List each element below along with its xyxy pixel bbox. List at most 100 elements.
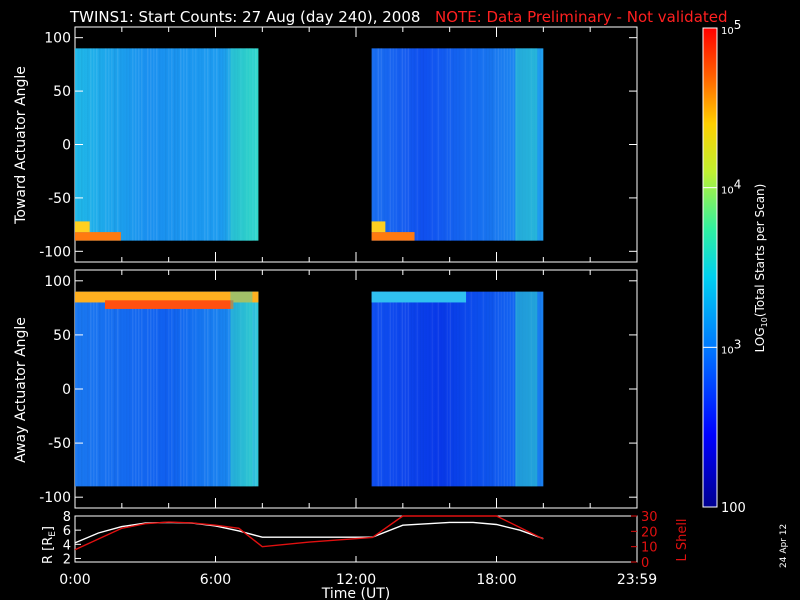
heatmap-stripe <box>108 48 110 241</box>
heatmap-stripe <box>102 48 104 240</box>
heatmap-stripe <box>168 48 170 241</box>
heatmap-stripe <box>90 291 92 487</box>
heatmap-stripe <box>168 291 170 487</box>
heatmap-stripe <box>431 48 434 241</box>
y-tick-label: 0 <box>62 138 71 154</box>
heatmap-stripe <box>429 292 431 487</box>
y-tick-label: -50 <box>48 191 71 207</box>
heatmap-stripe <box>135 48 137 241</box>
heatmap-stripe <box>114 291 116 487</box>
heatmap-stripe <box>252 291 254 487</box>
heatmap-stripe <box>102 292 104 487</box>
lshell-tick-label: 30 <box>641 510 658 525</box>
heatmap-stripe <box>422 48 425 241</box>
heatmap-stripe <box>399 292 401 487</box>
heatmap-stripe <box>129 48 131 240</box>
heatmap-stripe <box>446 291 449 487</box>
heatmap-stripe <box>515 48 518 241</box>
heatmap-stripe <box>162 48 164 240</box>
heatmap-stripe <box>144 48 146 240</box>
heatmap-stripe <box>407 291 410 487</box>
heatmap-hot-band <box>75 291 259 303</box>
heatmap-stripe <box>399 48 401 240</box>
heatmap-stripe <box>437 48 440 241</box>
preliminary-note: NOTE: Data Preliminary - Not validated <box>435 8 728 26</box>
time-tick-label: 6:00 <box>200 572 231 588</box>
heatmap-stripe <box>392 48 395 241</box>
heatmap-stripe <box>506 291 509 487</box>
heatmap-stripe <box>470 48 473 241</box>
heatmap-stripe <box>543 292 545 487</box>
heatmap-stripe <box>225 291 227 487</box>
heatmap-stripe <box>240 48 242 241</box>
heatmap-stripe <box>509 291 512 487</box>
toward-ylabel: Toward Actuator Angle <box>13 66 29 225</box>
r-series-line <box>74 521 544 544</box>
heatmap-stripe <box>488 291 491 487</box>
heatmap-stripe <box>387 292 389 487</box>
heatmap-stripe <box>372 292 374 487</box>
heatmap-stripe <box>165 48 167 241</box>
heatmap-stripe <box>84 48 86 240</box>
heatmap-stripe <box>138 48 140 241</box>
heatmap-stripe <box>219 292 221 487</box>
heatmap-stripe <box>468 48 470 240</box>
heatmap-stripe <box>372 48 374 240</box>
heatmap-stripe <box>414 48 416 240</box>
y-tick-label: 100 <box>44 31 71 47</box>
heatmap-stripe <box>177 292 179 487</box>
heatmap-hot-band <box>75 232 121 241</box>
date-stamp: 24 Apr 12 <box>779 524 789 568</box>
heatmap-block <box>371 291 544 487</box>
heatmap-stripe <box>150 48 152 241</box>
heatmap-stripe <box>180 291 182 487</box>
heatmap-stripe <box>96 48 98 241</box>
heatmap-away: 100 50 0 -50 -100 Away Actuator Angle <box>13 269 638 509</box>
r-axis-label: R [RE] <box>41 526 58 564</box>
heatmap-stripe <box>204 48 206 241</box>
r-tick-label: 4 <box>63 538 71 553</box>
heatmap-stripe <box>258 48 260 240</box>
heatmap-stripe <box>435 292 437 487</box>
heatmap-stripe <box>503 291 506 487</box>
heatmap-stripe <box>477 48 479 240</box>
heatmap-stripe <box>183 291 185 487</box>
r-tick-label: 6 <box>63 524 71 539</box>
heatmap-stripe <box>249 291 251 487</box>
heatmap-stripe <box>132 291 134 487</box>
heatmap-stripe <box>441 292 443 487</box>
heatmap-stripe <box>159 48 161 240</box>
heatmap-stripe <box>246 48 248 241</box>
heatmap-stripe <box>416 48 419 241</box>
heatmap-stripe <box>377 48 380 241</box>
heatmap-stripe <box>530 291 533 487</box>
heatmap-stripe <box>108 291 110 487</box>
heatmap-stripe <box>384 292 386 487</box>
heatmap-stripe <box>114 48 116 241</box>
heatmap-stripe <box>449 48 452 241</box>
heatmap-hot-band <box>105 300 234 309</box>
time-tick-label: 0:00 <box>59 572 90 588</box>
heatmap-stripe <box>93 291 95 487</box>
heatmap-stripe <box>165 291 167 487</box>
heatmap-stripe <box>195 48 197 241</box>
heatmap-stripe <box>93 48 95 241</box>
heatmap-stripe <box>414 292 416 487</box>
heatmap-stripe <box>120 48 122 240</box>
lshell-tick-label: 20 <box>641 525 658 540</box>
heatmap-stripe <box>464 291 467 487</box>
heatmap-stripe <box>153 291 155 487</box>
heatmap-stripe <box>509 48 512 241</box>
heatmap-stripe <box>491 48 494 241</box>
heatmap-stripe <box>213 291 215 487</box>
lshell-tick-label: 10 <box>641 541 658 556</box>
heatmap-stripe <box>231 48 233 241</box>
heatmap-stripe <box>240 291 242 487</box>
lshell-tick-label: 0 <box>641 556 649 571</box>
heatmap-stripe <box>162 292 164 487</box>
heatmap-stripe <box>156 48 158 241</box>
heatmap-stripe <box>192 48 194 241</box>
heatmap-stripe <box>411 292 413 487</box>
